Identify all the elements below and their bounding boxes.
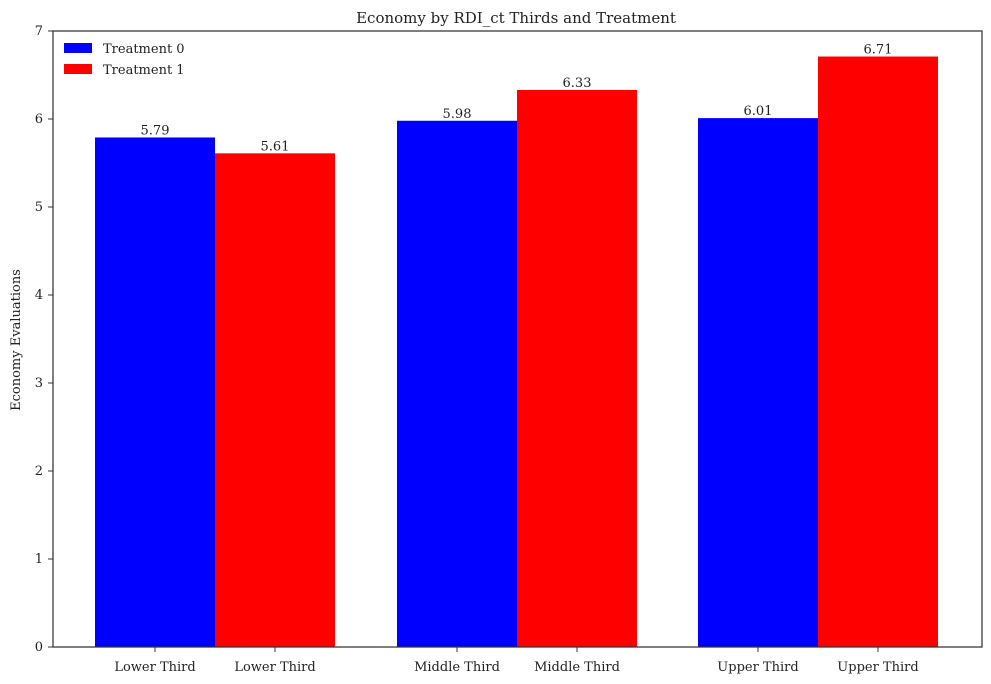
- bar-middle-third-treatment-0: [397, 120, 517, 647]
- bar-upper-third-treatment-1: [818, 56, 938, 647]
- data-label-middle-third-treatment-0: 5.98: [443, 107, 472, 122]
- y-axis-label: Economy Evaluations: [9, 269, 24, 411]
- y-tick-label-0: 0: [35, 640, 43, 655]
- data-label-upper-third-treatment-0: 6.01: [744, 104, 773, 119]
- legend: Treatment 0 Treatment 1: [64, 42, 185, 78]
- legend-label-treatment-0: Treatment 0: [103, 42, 185, 57]
- bar-middle-third-treatment-1: [517, 89, 637, 647]
- x-tick-label-middle-third-0: Middle Third: [414, 660, 500, 675]
- legend-swatch-treatment-0: [64, 43, 92, 53]
- bar-upper-third-treatment-0: [698, 118, 818, 648]
- y-tick-label-5: 5: [35, 200, 43, 215]
- data-label-middle-third-treatment-1: 6.33: [563, 76, 592, 91]
- data-label-lower-third-treatment-1: 5.61: [261, 139, 290, 154]
- legend-label-treatment-1: Treatment 1: [103, 63, 185, 78]
- x-tick-label-lower-third-0: Lower Third: [114, 660, 195, 675]
- bar-lower-third-treatment-1: [215, 153, 335, 647]
- x-tick-label-upper-third-0: Upper Third: [717, 660, 798, 675]
- chart-title: Economy by RDI_ct Thirds and Treatment: [356, 9, 676, 27]
- legend-swatch-treatment-1: [64, 64, 92, 74]
- y-tick-label-1: 1: [35, 552, 43, 567]
- data-label-upper-third-treatment-1: 6.71: [864, 43, 893, 58]
- y-tick-label-7: 7: [35, 24, 43, 39]
- plot-area: 5.79 5.61 5.98 6.33 6.01 6.71 0 1 2 3 4 5 6 7 Lower Th…: [35, 24, 983, 675]
- y-tick-label-6: 6: [35, 112, 43, 127]
- data-label-lower-third-treatment-0: 5.79: [141, 123, 170, 138]
- y-tick-label-4: 4: [35, 288, 43, 303]
- x-tick-label-lower-third-1: Lower Third: [234, 660, 315, 675]
- bar-lower-third-treatment-0: [95, 137, 215, 648]
- y-tick-label-3: 3: [35, 376, 43, 391]
- axes-frame: [52, 30, 983, 648]
- y-tick-label-2: 2: [35, 464, 43, 479]
- x-tick-label-upper-third-1: Upper Third: [837, 660, 918, 675]
- x-tick-label-middle-third-1: Middle Third: [534, 660, 620, 675]
